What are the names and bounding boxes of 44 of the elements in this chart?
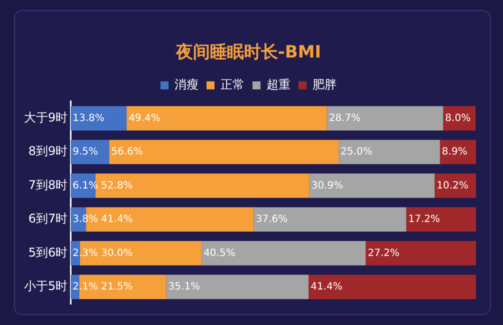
bar	[308, 274, 476, 300]
bar	[338, 140, 440, 164]
data-label: 37.6%	[256, 214, 288, 226]
data-label: 30.9%	[311, 180, 344, 192]
data-label: 41.4%	[310, 282, 342, 293]
bar	[406, 207, 476, 232]
bar	[166, 274, 309, 300]
bar	[109, 140, 339, 164]
legend-label: 消瘦	[174, 78, 198, 92]
chart-title: 夜间睡眠时长-BMI	[174, 42, 322, 63]
data-label: 56.6%	[111, 146, 143, 158]
data-label: 8.0%	[445, 112, 471, 124]
data-label: 25.0%	[340, 146, 372, 158]
y-tick-label: 8到9时	[28, 144, 68, 158]
data-label: 49.4%	[128, 112, 160, 124]
data-label: 17.2%	[408, 214, 440, 226]
bar	[309, 174, 435, 198]
data-label: 40.5%	[204, 248, 236, 259]
y-tick-label: 小于5时	[24, 279, 68, 294]
data-label: 10.2%	[436, 180, 468, 192]
legend-label: 肥胖	[312, 78, 336, 92]
y-tick-label: 6到7时	[28, 212, 68, 226]
data-label: 21.5%	[101, 282, 133, 293]
bar	[70, 106, 127, 130]
data-label: 41.4%	[101, 214, 133, 226]
legend-label: 正常	[220, 78, 244, 92]
data-label: 13.8%	[72, 112, 104, 124]
bar	[254, 207, 406, 232]
data-label: 30.0%	[101, 248, 133, 259]
bar	[366, 241, 476, 266]
data-label: 9.5%	[72, 146, 98, 158]
bar	[434, 174, 476, 198]
y-tick-label: 7到8时	[28, 178, 68, 192]
data-label: 35.1%	[168, 282, 200, 293]
data-label: 27.2%	[368, 248, 400, 259]
bar	[326, 106, 444, 130]
data-label: 8.9%	[442, 146, 468, 158]
bar	[202, 241, 366, 266]
legend-label: 超重	[266, 78, 290, 92]
y-tick-label: 5到6时	[28, 245, 68, 260]
y-tick-label: 大于9时	[24, 110, 68, 124]
bar	[126, 106, 327, 130]
data-label: 28.7%	[328, 112, 361, 124]
data-label: 52.8%	[101, 180, 133, 192]
